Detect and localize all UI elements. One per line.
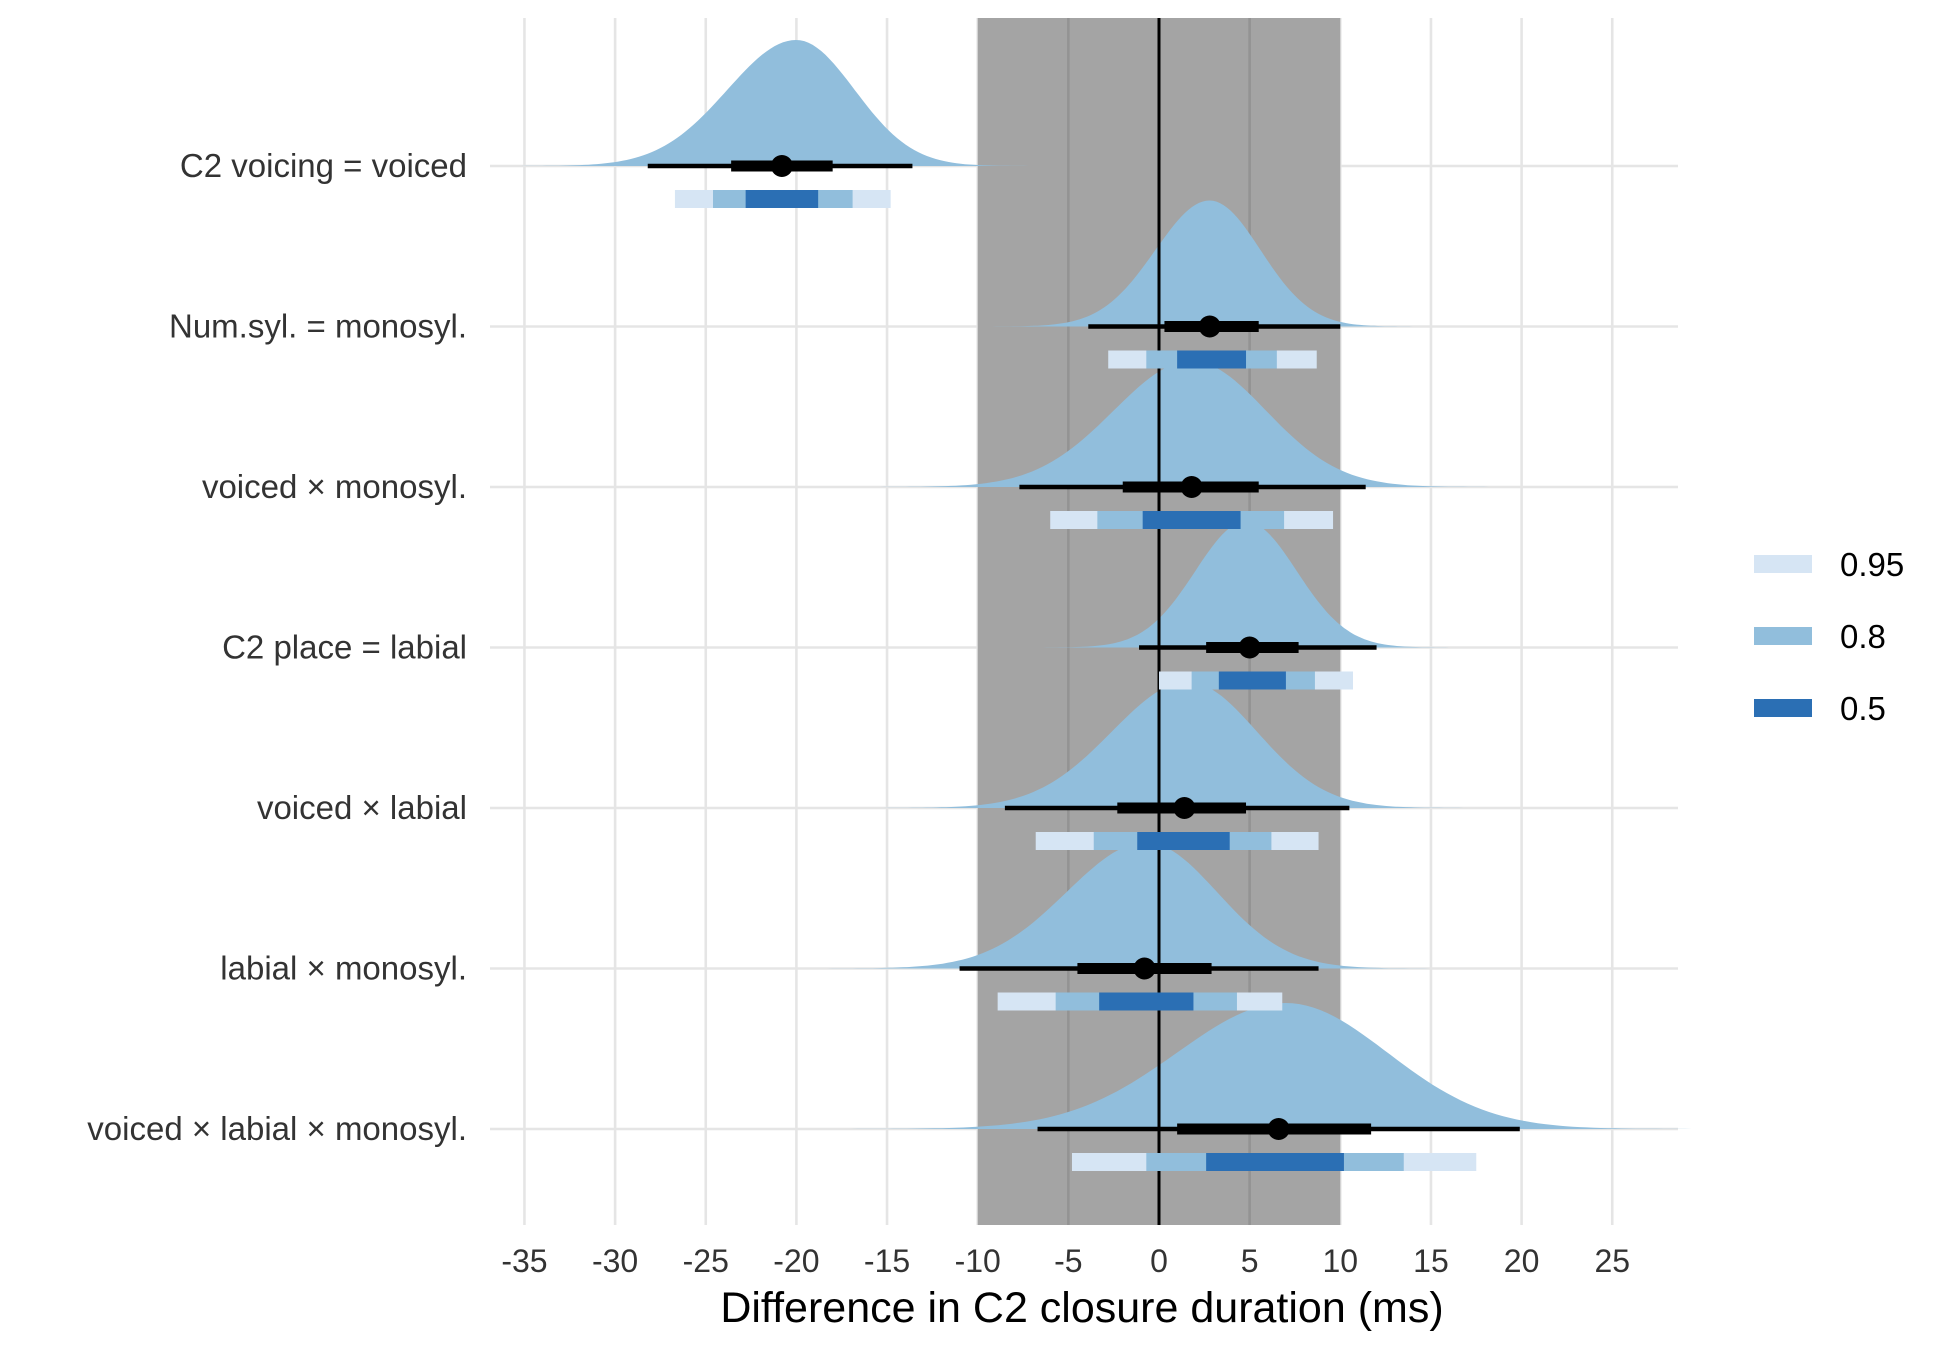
legend-swatch <box>1754 555 1812 573</box>
densities <box>520 18 1692 1225</box>
x-tick-labels: -35 -30 -25 -20 -15 -10 -5 0 5 10 15 20 25 <box>501 1243 1630 1279</box>
median-point <box>1267 1118 1290 1140</box>
x-tick-label: 15 <box>1413 1243 1449 1279</box>
category-label: Num.syl. = monosyl. <box>169 308 467 345</box>
x-tick-label: 20 <box>1504 1243 1540 1279</box>
category-label: labial × monosyl. <box>220 950 467 987</box>
legend-swatch <box>1754 627 1812 645</box>
x-tick-label: 5 <box>1241 1243 1259 1279</box>
density-curve <box>883 682 1464 808</box>
density-curve <box>520 40 1029 166</box>
interval-bar-50 <box>1142 511 1241 529</box>
x-tick-label: 25 <box>1594 1243 1630 1279</box>
legend-label: 0.5 <box>1840 690 1886 727</box>
x-tick-label: -5 <box>1054 1243 1082 1279</box>
interval-bar-50 <box>1137 832 1230 850</box>
median-point <box>770 155 793 177</box>
density-curve <box>992 200 1413 327</box>
interval-bar-50 <box>1177 350 1247 369</box>
x-tick-label: -35 <box>501 1243 547 1279</box>
median-point <box>1198 315 1221 338</box>
x-tick-label: 0 <box>1150 1243 1168 1279</box>
x-tick-label: -20 <box>773 1243 819 1279</box>
density-curve <box>850 1003 1692 1129</box>
category-label: C2 place = labial <box>222 629 467 666</box>
density-curve <box>879 361 1489 487</box>
x-axis-title: Difference in C2 closure duration (ms) <box>720 1284 1443 1332</box>
interval-bar-50 <box>1218 671 1286 690</box>
intervals <box>647 155 1520 1171</box>
interval-bar-50 <box>745 190 819 208</box>
x-tick-label: -30 <box>592 1243 638 1279</box>
category-label: C2 voicing = voiced <box>180 147 467 184</box>
median-point <box>1173 797 1196 819</box>
legend: 0.95 0.8 0.5 <box>1754 546 1904 727</box>
legend-label: 0.8 <box>1840 618 1886 655</box>
category-labels: C2 voicing = voiced Num.syl. = monosyl. vo… <box>87 147 467 1147</box>
legend-swatch <box>1754 699 1812 717</box>
x-tick-label: -10 <box>955 1243 1001 1279</box>
median-point <box>1180 476 1203 498</box>
interval-bar-50 <box>1206 1153 1344 1171</box>
median-point <box>1133 957 1156 980</box>
x-tick-label: 10 <box>1323 1243 1359 1279</box>
interval-bar-50 <box>1099 992 1194 1011</box>
x-tick-label: -25 <box>683 1243 729 1279</box>
x-tick-label: -15 <box>864 1243 910 1279</box>
category-label: voiced × labial <box>257 789 467 826</box>
median-point <box>1238 636 1261 659</box>
category-label: voiced × labial × monosyl. <box>87 1110 467 1147</box>
density-curve <box>827 842 1430 969</box>
category-label: voiced × monosyl. <box>202 468 467 505</box>
density-curve <box>1043 521 1450 648</box>
legend-label: 0.95 <box>1840 546 1904 583</box>
